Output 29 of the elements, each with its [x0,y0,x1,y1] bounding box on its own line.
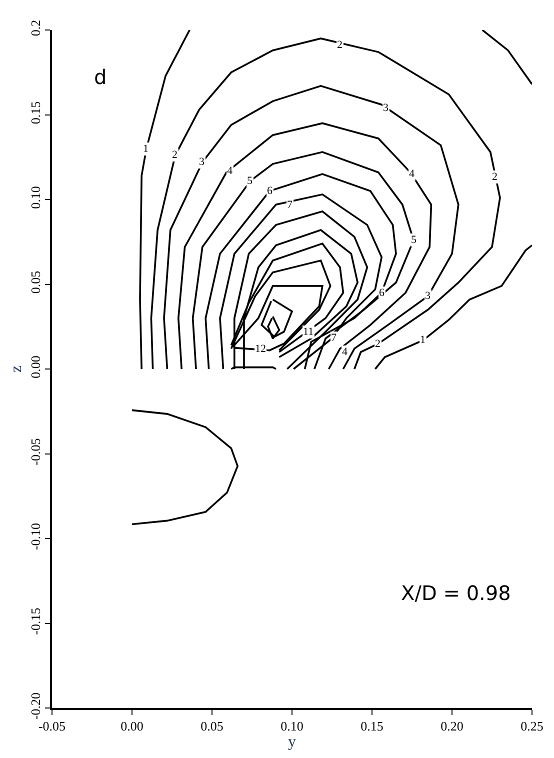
y-tick-label: 0.15 [28,101,43,124]
y-tick-label: -0.15 [28,608,43,635]
x-tick-label: 0.20 [440,718,464,734]
annotation: 4 [227,165,233,177]
annotation: 7 [331,332,337,344]
annotation: d [94,65,107,89]
annotation: 12 [255,343,266,355]
y-tick-label: 0.05 [28,270,43,294]
y-tick-label: -0.20 [28,692,43,720]
annotation: 3 [383,102,389,114]
annotation: X/D = 0.98 [401,581,511,605]
x-tick-label: 0.15 [360,718,384,734]
x-tick-label: -0.05 [38,718,66,734]
annotation: 11 [303,326,314,338]
x-tick-label: 0.10 [280,718,304,734]
y-axis-title: z [8,365,26,373]
y-tick-label: 0.2 [28,20,43,36]
y-tick-label: -0.05 [28,438,43,466]
annotation: 4 [342,346,348,358]
x-tick-label: 0.00 [120,718,144,734]
annotation: 7 [287,199,293,211]
y-tick-label: 0.10 [28,186,43,209]
y-tick-label: 0.00 [28,356,43,378]
annotation: 2 [492,171,498,183]
x-tick-label: 0.25 [520,718,544,734]
annotation: 2 [337,39,342,51]
x-axis-title: y [288,734,296,751]
x-tick-label: 0.05 [200,718,224,734]
y-tick-label: -0.10 [28,523,43,550]
